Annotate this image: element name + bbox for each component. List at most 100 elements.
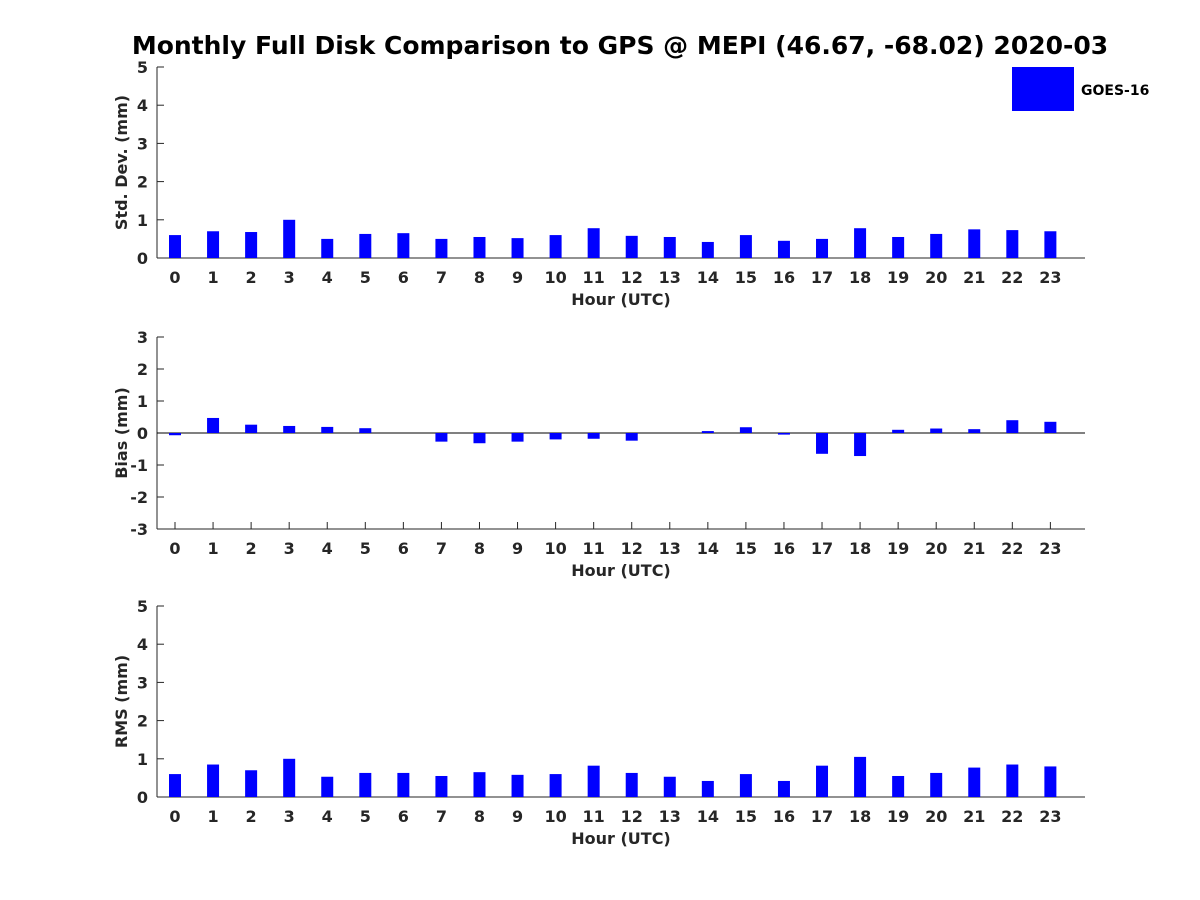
std-y-tick-label: 1 — [137, 211, 148, 230]
bias-bar — [930, 428, 943, 433]
rms-bar — [701, 780, 714, 797]
rms-bar — [777, 780, 790, 797]
std-x-tick-label: 6 — [398, 268, 409, 287]
std-x-tick-label: 11 — [583, 268, 605, 287]
bias-x-axis-label: Hour (UTC) — [571, 561, 671, 580]
bias-x-tick-label: 12 — [621, 539, 643, 558]
rms-y-tick-label: 0 — [137, 788, 148, 807]
bias-x-tick-label: 4 — [322, 539, 333, 558]
rms-x-tick-label: 15 — [735, 807, 757, 826]
std-x-tick-label: 12 — [621, 268, 643, 287]
bias-x-tick-label: 18 — [849, 539, 871, 558]
std-x-tick-label: 8 — [474, 268, 485, 287]
rms-bar — [359, 772, 372, 797]
rms-bar — [892, 775, 905, 797]
bias-x-tick-label: 23 — [1039, 539, 1061, 558]
rms-y-tick-label: 4 — [137, 635, 148, 654]
rms-bar — [1044, 766, 1057, 797]
rms-x-tick-label: 17 — [811, 807, 833, 826]
rms-y-tick-label: 3 — [137, 673, 148, 692]
std-bar — [930, 233, 943, 258]
legend-label-goes-16: GOES-16 — [1081, 83, 1149, 99]
std-x-tick-label: 19 — [887, 268, 909, 287]
std-x-tick-label: 9 — [512, 268, 523, 287]
std-bar — [1044, 231, 1057, 258]
bias-bar — [701, 431, 714, 433]
std-x-tick-label: 21 — [963, 268, 985, 287]
bias-bar — [739, 427, 752, 433]
legend-swatch — [1012, 67, 1074, 111]
bias-x-tick-label: 7 — [436, 539, 447, 558]
rms-bar — [169, 774, 181, 797]
std-bar — [473, 236, 486, 258]
rms-x-tick-label: 8 — [474, 807, 485, 826]
std-bar — [245, 232, 258, 258]
rms-bar — [625, 772, 638, 797]
std-bar — [663, 236, 676, 258]
bias-x-tick-label: 15 — [735, 539, 757, 558]
rms-x-tick-label: 3 — [284, 807, 295, 826]
std-bar — [207, 231, 220, 258]
std-bar — [511, 238, 524, 258]
bias-bar — [169, 433, 181, 436]
std-x-tick-label: 22 — [1001, 268, 1023, 287]
bias-y-tick-label: 2 — [137, 360, 148, 379]
bias-bar — [1044, 421, 1057, 433]
std-x-tick-label: 2 — [246, 268, 257, 287]
std-x-tick-label: 18 — [849, 268, 871, 287]
std-bar — [1006, 230, 1019, 258]
std-x-tick-label: 16 — [773, 268, 795, 287]
bias-bar — [1006, 420, 1019, 433]
bias-x-tick-label: 10 — [544, 539, 566, 558]
rms-x-tick-label: 22 — [1001, 807, 1023, 826]
std-bar — [321, 238, 334, 258]
rms-y-tick-label: 5 — [137, 597, 148, 616]
std-x-tick-label: 0 — [169, 268, 180, 287]
rms-x-tick-label: 9 — [512, 807, 523, 826]
bias-bar — [777, 433, 790, 435]
rms-bar — [511, 774, 524, 797]
std-bar — [397, 233, 410, 258]
rms-x-tick-label: 4 — [322, 807, 333, 826]
std-bar — [854, 228, 867, 258]
std-x-tick-label: 5 — [360, 268, 371, 287]
std-y-axis-label: Std. Dev. (mm) — [112, 95, 131, 230]
rms-bar — [1006, 764, 1019, 797]
std-y-tick-label: 3 — [137, 134, 148, 153]
rms-bar — [435, 775, 448, 797]
rms-x-tick-label: 5 — [360, 807, 371, 826]
bias-bar — [283, 425, 296, 433]
bias-x-tick-label: 14 — [697, 539, 719, 558]
std-y-tick-label: 2 — [137, 173, 148, 192]
rms-x-tick-label: 23 — [1039, 807, 1061, 826]
bias-bar — [625, 433, 638, 441]
bias-bar — [968, 429, 981, 433]
std-bar — [777, 240, 790, 258]
bias-bar — [321, 426, 334, 433]
rms-x-axis-label: Hour (UTC) — [571, 829, 671, 848]
bias-y-tick-label: 3 — [137, 328, 148, 347]
bias-x-tick-label: 19 — [887, 539, 909, 558]
bias-y-axis-label: Bias (mm) — [112, 387, 131, 479]
rms-x-tick-label: 16 — [773, 807, 795, 826]
rms-y-axis-label: RMS (mm) — [112, 655, 131, 748]
rms-y-tick-label: 1 — [137, 750, 148, 769]
bias-y-tick-label: -3 — [130, 520, 148, 539]
rms-x-tick-label: 6 — [398, 807, 409, 826]
bias-bar — [549, 433, 562, 440]
rms-x-tick-label: 21 — [963, 807, 985, 826]
bias-x-tick-label: 22 — [1001, 539, 1023, 558]
bias-y-tick-label: -1 — [130, 456, 148, 475]
bias-x-tick-label: 17 — [811, 539, 833, 558]
bias-x-tick-label: 3 — [284, 539, 295, 558]
std-y-tick-label: 5 — [137, 58, 148, 77]
std-x-tick-label: 23 — [1039, 268, 1061, 287]
std-x-axis-label: Hour (UTC) — [571, 290, 671, 309]
bias-y-tick-label: -2 — [130, 488, 148, 507]
rms-x-tick-label: 20 — [925, 807, 947, 826]
std-x-tick-label: 7 — [436, 268, 447, 287]
bias-x-tick-label: 13 — [659, 539, 681, 558]
std-x-tick-label: 3 — [284, 268, 295, 287]
